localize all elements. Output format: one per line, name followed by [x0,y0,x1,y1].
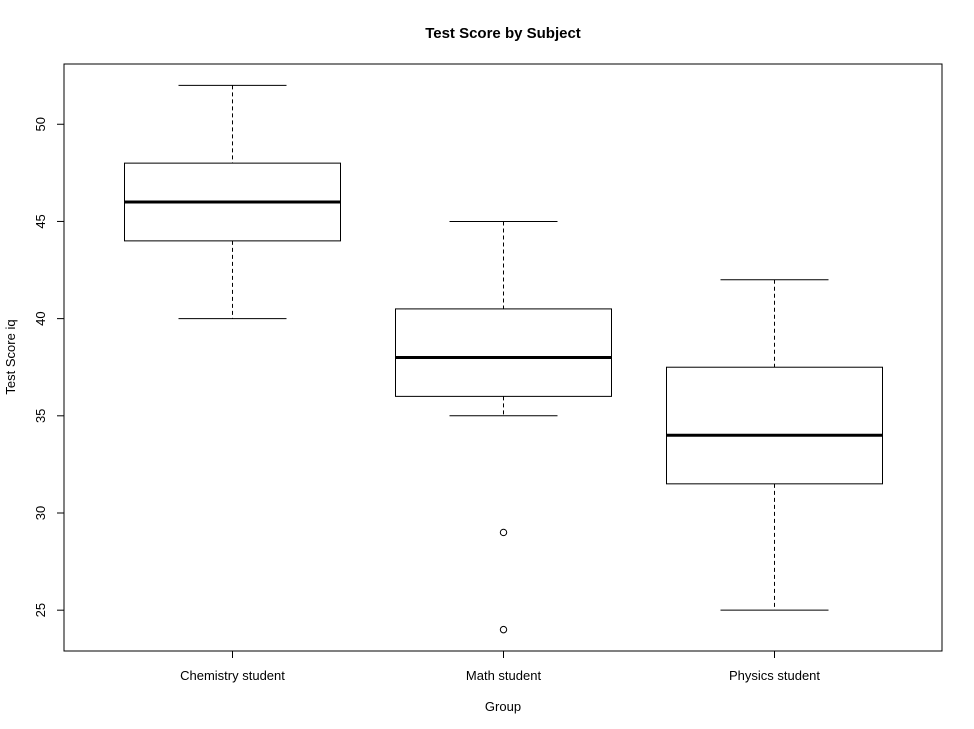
y-axis-label: Test Score iq [3,319,18,394]
x-tick-label: Physics student [729,668,820,683]
chart-title: Test Score by Subject [425,25,581,42]
outlier-point [499,625,508,634]
y-axis: 25 30 35 40 45 50 [33,117,64,617]
y-tick-label: 50 [33,117,48,131]
x-tick-label: Chemistry student [180,668,285,683]
y-tick-label: 40 [33,311,48,325]
y-tick-label: 25 [33,603,48,617]
boxes [124,84,883,634]
x-axis-label: Group [485,699,521,714]
box-group [124,84,341,320]
y-tick-label: 30 [33,506,48,520]
box-group [666,279,883,611]
x-tick-label: Math student [466,668,542,683]
iqr-box [395,308,612,397]
box-group [395,220,612,634]
y-tick-label: 45 [33,214,48,228]
outlier-point [499,528,508,537]
iqr-box [666,366,883,485]
y-tick-label: 35 [33,409,48,423]
x-axis: Chemistry student Math student Physics stu… [180,651,820,683]
